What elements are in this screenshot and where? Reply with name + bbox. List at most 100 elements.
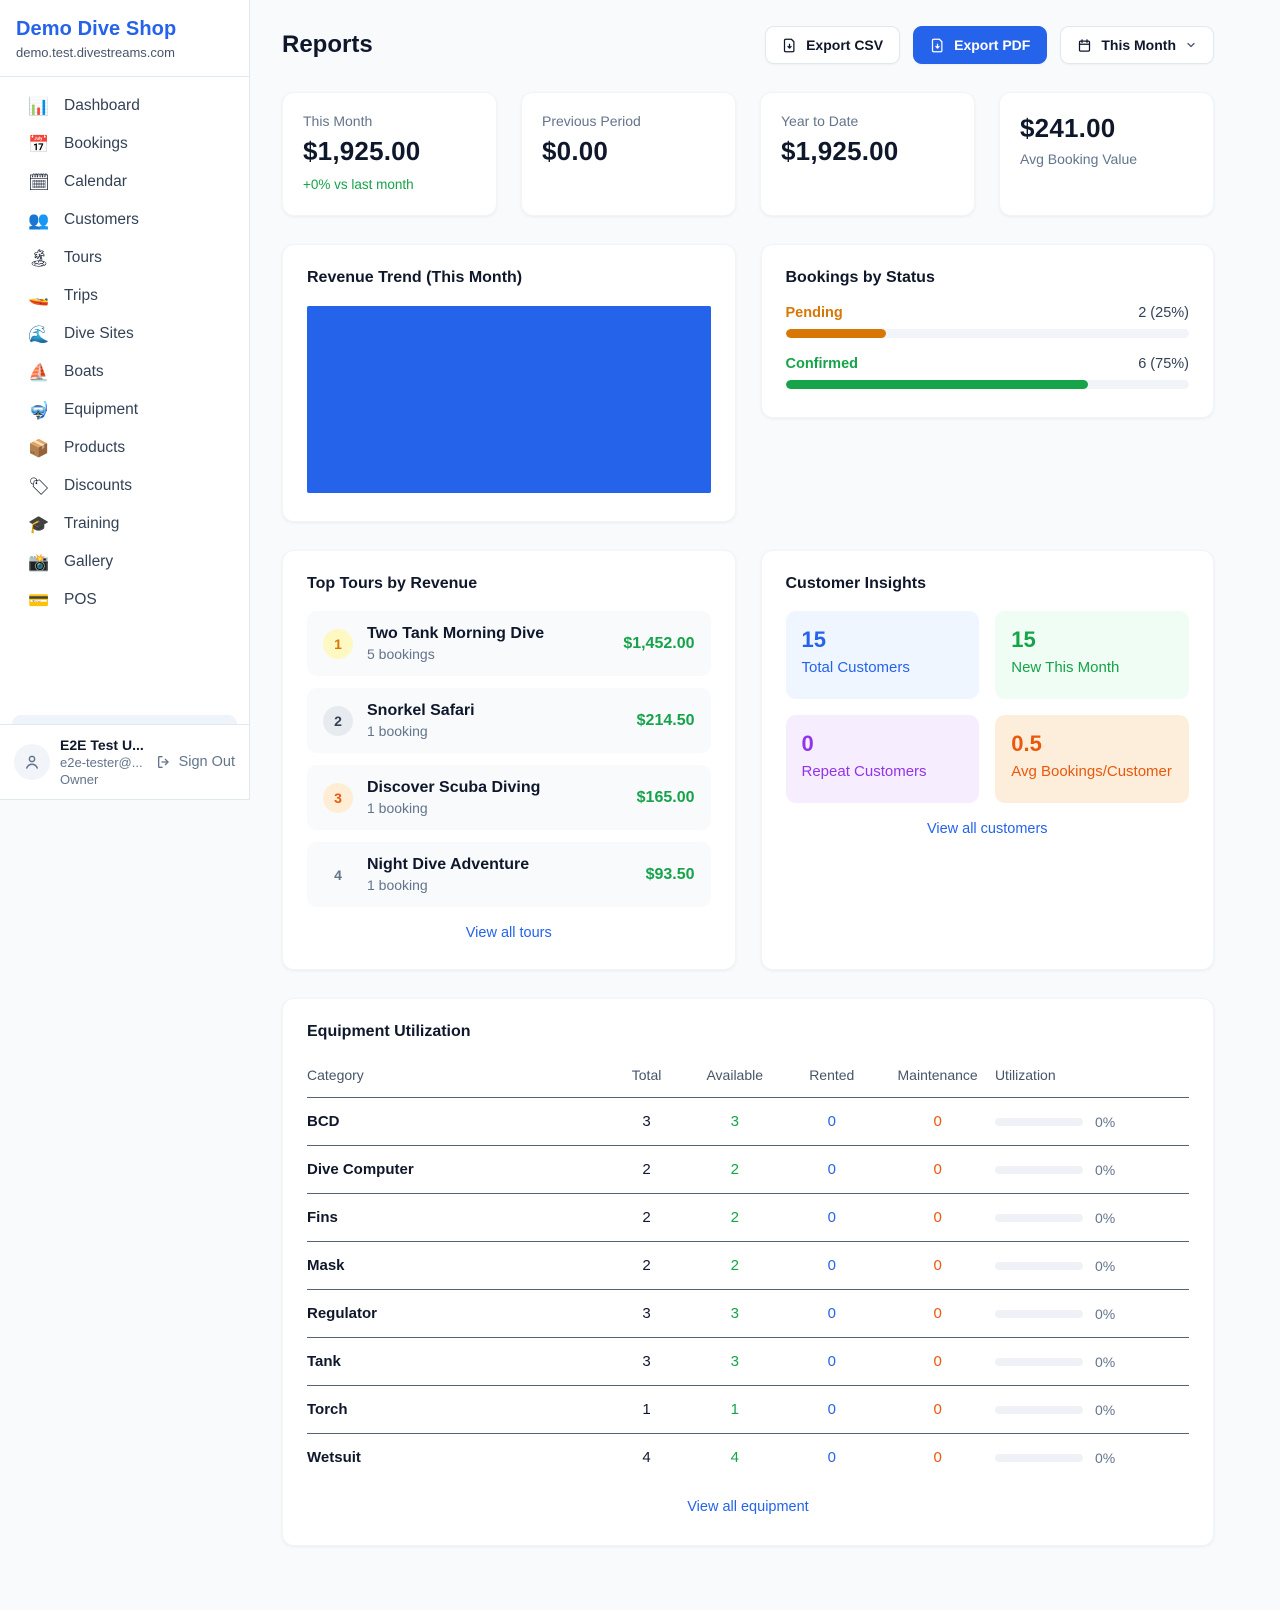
main-content: Reports Export CSV Export PDF This Month… — [250, 0, 1280, 1586]
brand-block: Demo Dive Shop demo.test.divestreams.com — [0, 0, 249, 77]
customer-insights-card: Customer Insights 15 Total Customers 15 … — [760, 550, 1214, 970]
sidebar-item-dashboard[interactable]: 📊 Dashboard — [12, 87, 237, 125]
table-row: Dive Computer 2 2 0 0 0% — [307, 1145, 1189, 1194]
camera-icon: 📸 — [28, 552, 50, 572]
stat-card-avg-booking-value: $241.00 Avg Booking Value — [999, 92, 1214, 216]
view-all-customers-link[interactable]: View all customers — [926, 821, 1048, 837]
sidebar-item-label: POS — [64, 591, 97, 608]
cell-utilization: 0% — [994, 1385, 1189, 1434]
utilization-track — [994, 1261, 1083, 1270]
view-all-equipment-link[interactable]: View all equipment — [687, 1499, 809, 1515]
progress-track — [785, 380, 1189, 389]
tour-list: 1 Two Tank Morning Dive 5 bookings $1,452… — [307, 611, 711, 907]
dashboard-icon: 📊 — [28, 96, 50, 116]
person-icon — [26, 755, 38, 769]
utilization-percent: 0% — [1094, 1257, 1116, 1274]
column-header: Category — [307, 1055, 607, 1098]
sidebar-item-label: Products — [64, 439, 126, 456]
export-csv-button[interactable]: Export CSV — [765, 26, 901, 64]
tour-bookings: 1 booking — [367, 800, 428, 816]
equipment-utilization-title: Equipment Utilization — [307, 1023, 471, 1040]
cell-maintenance: 0 — [880, 1385, 995, 1434]
sidebar-item-customers[interactable]: 👥 Customers — [12, 201, 237, 239]
tile-value: 0.5 — [1011, 731, 1042, 756]
sidebar-item-products[interactable]: 📦 Products — [12, 429, 237, 467]
user-panel: E2E Test U... e2e-tester@... Owner Sign … — [0, 724, 249, 799]
utilization-track — [994, 1213, 1083, 1222]
file-download-icon — [931, 38, 943, 52]
utilization-percent: 0% — [1094, 1113, 1116, 1130]
customer-insights-title: Customer Insights — [785, 575, 926, 592]
sidebar-item-calendar[interactable]: 🗓 Calendar — [12, 163, 237, 201]
stat-value: $0.00 — [542, 136, 609, 166]
page-title: Reports — [282, 31, 373, 58]
speedboat-icon: 🚤 — [28, 286, 50, 306]
tour-revenue: $214.50 — [636, 711, 695, 729]
cell-total: 3 — [606, 1097, 687, 1146]
top-tours-title: Top Tours by Revenue — [307, 575, 478, 592]
rank-badge: 2 — [323, 705, 353, 736]
cell-category: Mask — [307, 1241, 607, 1290]
tour-name: Snorkel Safari — [367, 702, 475, 719]
user-email: e2e-tester@... — [60, 755, 143, 770]
sidebar-item-reports-partial[interactable] — [12, 715, 237, 724]
sidebar-item-label: Customers — [64, 211, 139, 228]
utilization-percent: 0% — [1094, 1353, 1116, 1370]
sidebar-item-equipment[interactable]: 🤿 Equipment — [12, 391, 237, 429]
cell-total: 1 — [606, 1385, 687, 1434]
brand-name[interactable]: Demo Dive Shop — [16, 18, 177, 40]
cell-category: Regulator — [307, 1289, 607, 1338]
table-row: Regulator 3 3 0 0 0% — [307, 1289, 1189, 1338]
sidebar-item-bookings[interactable]: 📅 Bookings — [12, 125, 237, 163]
table-header-row: Category Total Available Rented Maintena… — [307, 1055, 1189, 1098]
export-pdf-button[interactable]: Export PDF — [913, 26, 1048, 64]
column-header: Available — [686, 1055, 784, 1098]
user-role: Owner — [60, 772, 99, 787]
sidebar-item-discounts[interactable]: 🏷 Discounts — [12, 467, 237, 505]
cell-total: 3 — [606, 1289, 687, 1338]
sidebar-item-label: Tours — [64, 249, 102, 266]
status-label: Pending — [785, 305, 843, 321]
cell-rented: 0 — [783, 1241, 881, 1290]
cell-maintenance: 0 — [880, 1145, 995, 1194]
sidebar-item-boats[interactable]: ⛵ Boats — [12, 353, 237, 391]
period-select[interactable]: This Month — [1060, 26, 1214, 64]
cell-rented: 0 — [783, 1193, 881, 1242]
stat-card-year-to-date: Year to Date $1,925.00 — [760, 92, 975, 216]
tile-label: Avg Bookings/Customer — [1011, 763, 1172, 780]
sidebar-item-pos[interactable]: 💳 POS — [12, 581, 237, 619]
cell-rented: 0 — [783, 1097, 881, 1146]
cell-maintenance: 0 — [880, 1241, 995, 1290]
column-header: Rented — [783, 1055, 881, 1098]
tile-value: 15 — [801, 627, 826, 652]
rank-badge: 1 — [323, 628, 353, 659]
calendar-icon — [1079, 38, 1091, 52]
view-all-tours-link[interactable]: View all tours — [465, 925, 552, 941]
user-name: E2E Test U... — [60, 737, 144, 753]
cell-total: 2 — [606, 1193, 687, 1242]
sidebar-item-dive-sites[interactable]: 🌊 Dive Sites — [12, 315, 237, 353]
cell-utilization: 0% — [994, 1145, 1189, 1194]
cell-maintenance: 0 — [880, 1289, 995, 1338]
insight-tiles: 15 Total Customers 15 New This Month 0 R… — [785, 611, 1189, 803]
list-item: 4 Night Dive Adventure 1 booking $93.50 — [307, 842, 711, 907]
cell-total: 4 — [642, 1449, 651, 1466]
tour-name: Two Tank Morning Dive — [367, 625, 545, 642]
revenue-trend-chart — [307, 306, 711, 493]
cell-total: 3 — [606, 1337, 687, 1386]
sign-out-button[interactable]: Sign Out — [156, 754, 235, 770]
revenue-trend-card: Revenue Trend (This Month) — [282, 244, 736, 522]
cell-utilization: 0% — [994, 1241, 1189, 1290]
status-count: 6 (75%) — [1138, 356, 1189, 372]
table-row: Mask 2 2 0 0 0% — [307, 1241, 1189, 1290]
sidebar-item-tours[interactable]: 🏝 Tours — [12, 239, 237, 277]
credit-card-icon: 💳 — [28, 590, 50, 610]
cell-maintenance: 0 — [933, 1449, 942, 1466]
tile-label: Total Customers — [801, 659, 910, 676]
sidebar-item-trips[interactable]: 🚤 Trips — [12, 277, 237, 315]
tour-name: Night Dive Adventure — [367, 856, 530, 873]
rank-badge: 4 — [334, 866, 342, 883]
stat-value: $1,925.00 — [303, 136, 421, 166]
sidebar-item-training[interactable]: 🎓 Training — [12, 505, 237, 543]
sidebar-item-gallery[interactable]: 📸 Gallery — [12, 543, 237, 581]
